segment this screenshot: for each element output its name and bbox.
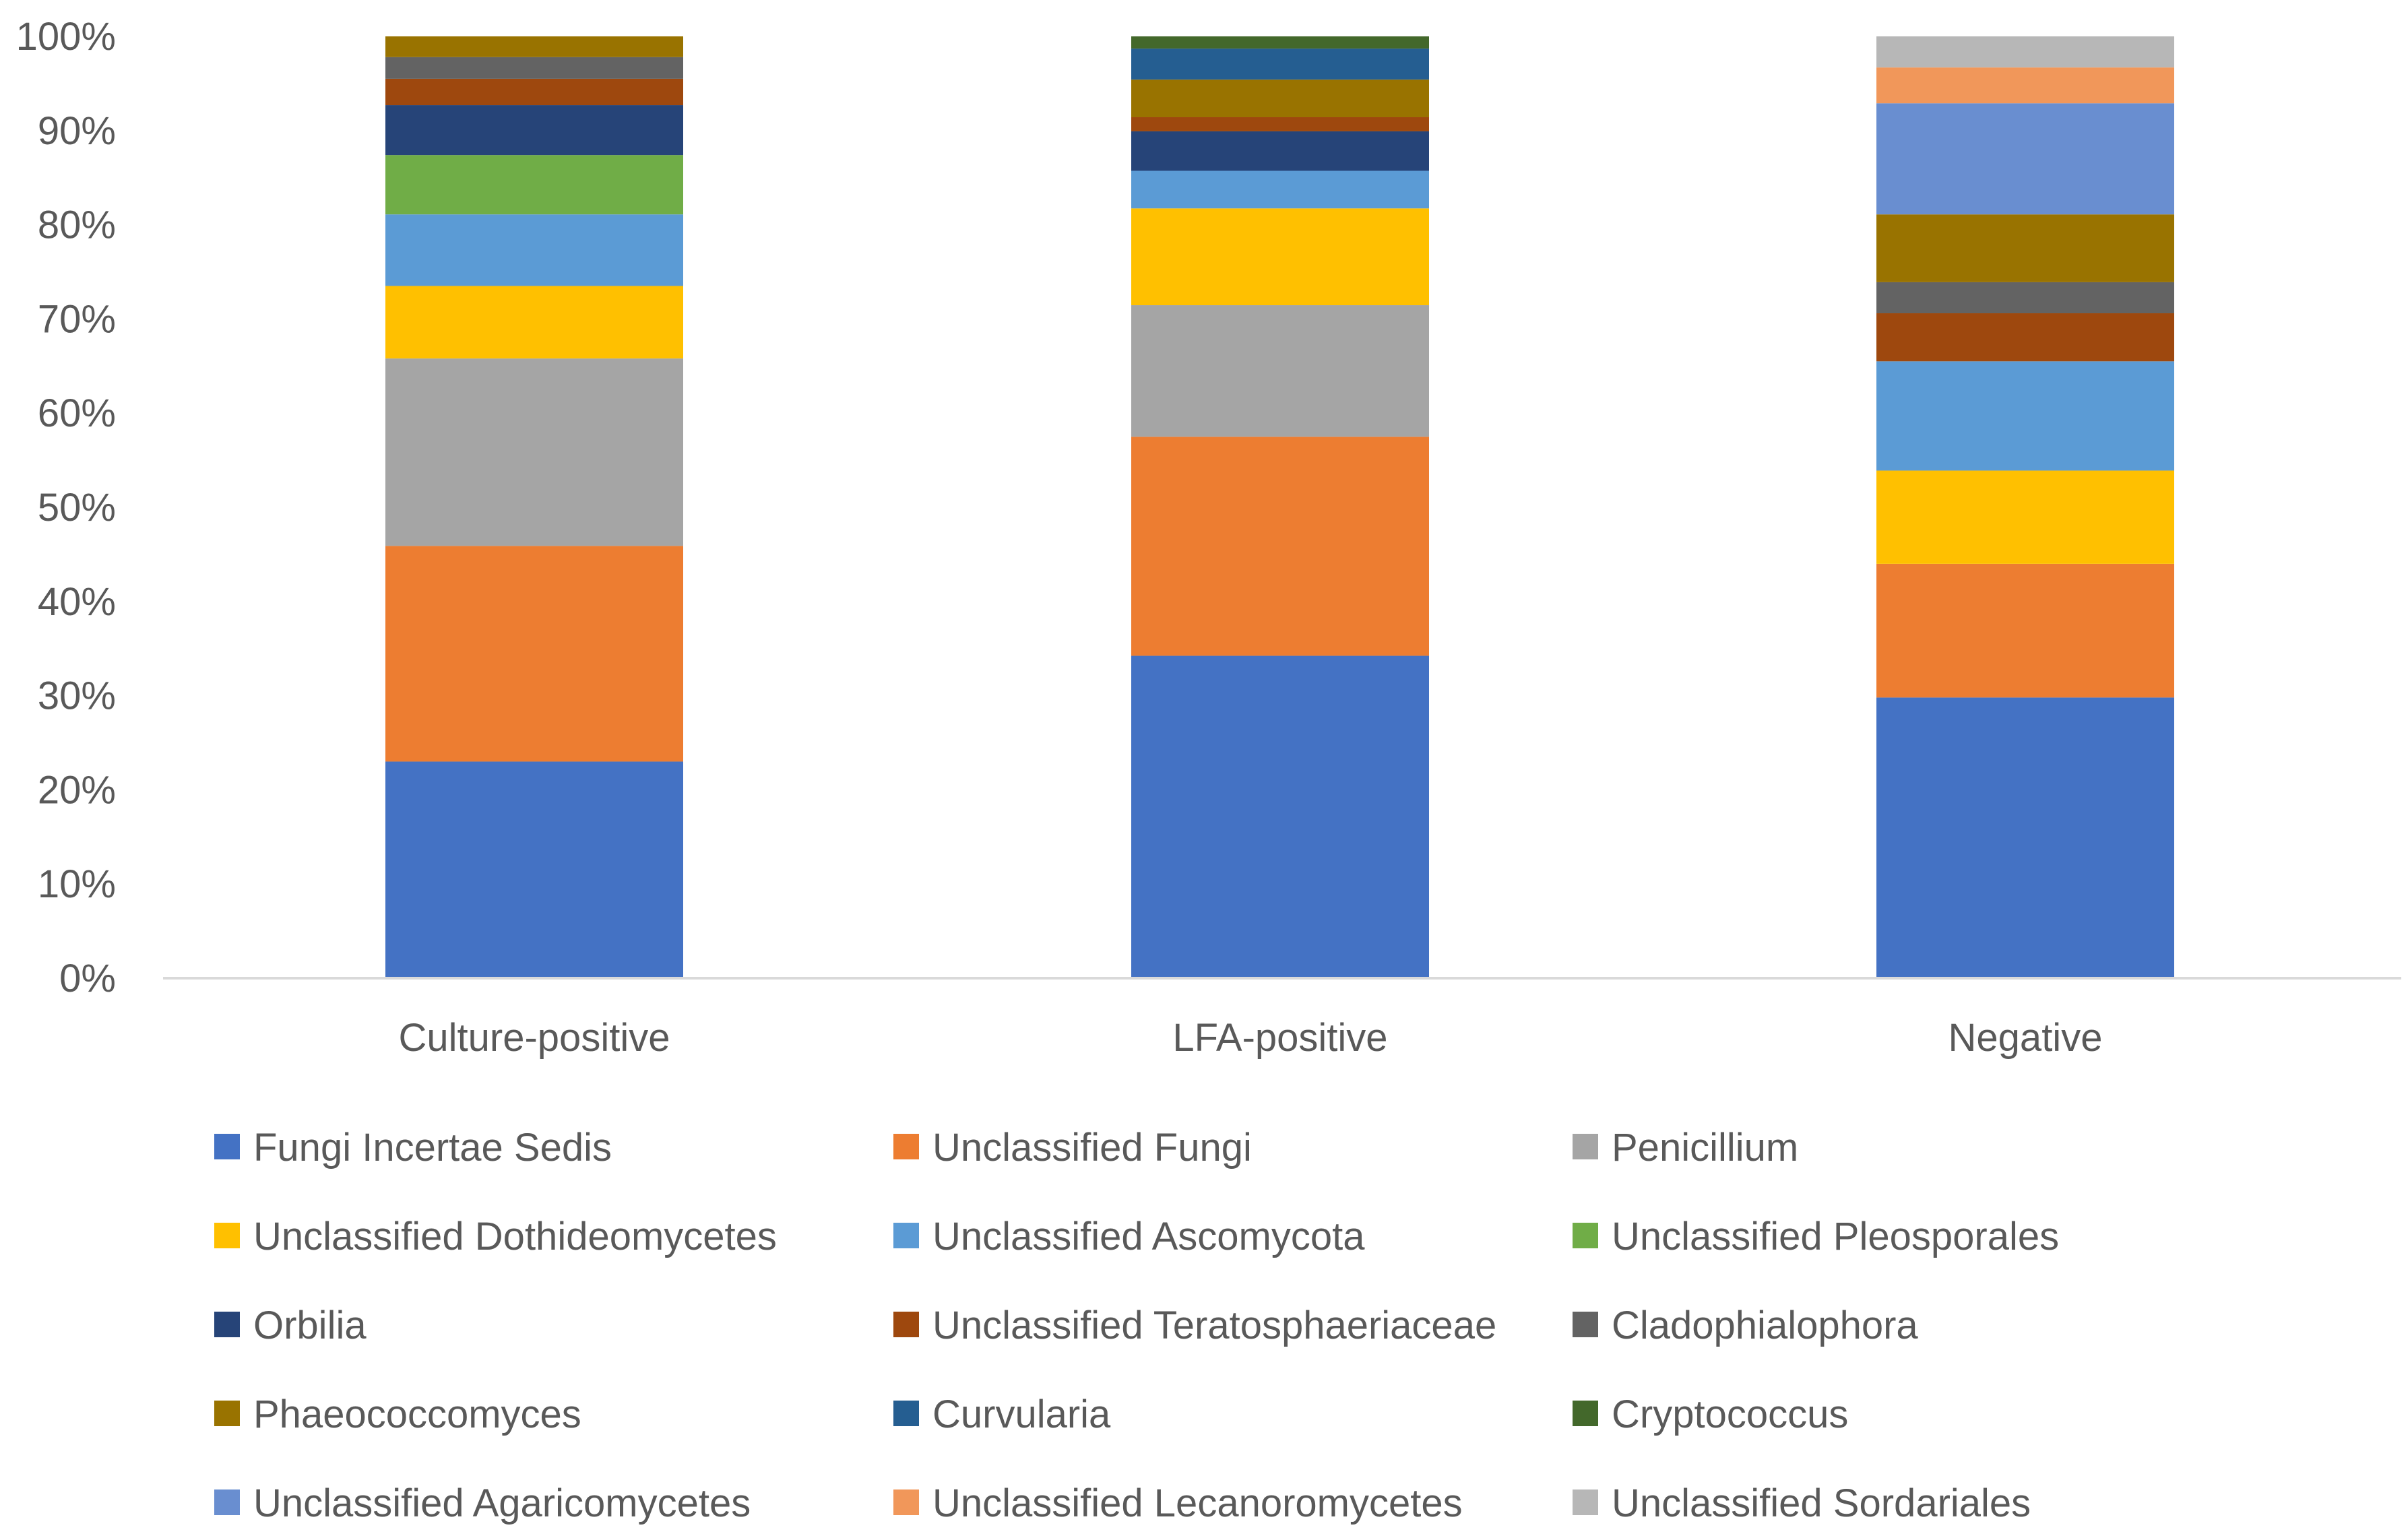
legend-label: Cryptococcus [1612, 1392, 1848, 1436]
bar-segment [1131, 49, 1429, 80]
bar-segment [385, 546, 683, 762]
legend-label: Unclassified Dothideomycetes [253, 1215, 777, 1258]
bar-segment [1876, 67, 2174, 104]
bar-segment [385, 78, 683, 106]
y-tick-label: 10% [38, 862, 116, 906]
bar-segment [1876, 563, 2174, 698]
bars [385, 36, 2174, 978]
bar-segment [1876, 36, 2174, 68]
bar-segment [1131, 170, 1429, 209]
y-axis: 0% 10% 20% 30% 40% 50% 60% 70% 80% 90% 100% [16, 15, 116, 1000]
legend-label: Unclassified Pleosporales [1612, 1215, 2059, 1258]
y-tick-label: 20% [38, 768, 116, 812]
y-tick-label: 50% [38, 486, 116, 530]
bar-segment [385, 214, 683, 286]
legend-swatch [893, 1312, 919, 1337]
bar-segment [385, 105, 683, 156]
bar-segment [1876, 313, 2174, 362]
legend-swatch [893, 1489, 919, 1515]
bar-segment [385, 286, 683, 359]
legend-swatch [214, 1401, 240, 1426]
bar-segment [385, 57, 683, 79]
legend-label: Cladophialophora [1612, 1304, 1918, 1347]
legend-swatch [214, 1312, 240, 1337]
legend-swatch [214, 1489, 240, 1515]
x-axis: Culture-positive LFA-positive Negative [399, 1016, 2103, 1060]
legend-label: Phaeococcomyces [253, 1392, 581, 1436]
legend-label: Fungi Incertae Sedis [253, 1126, 612, 1169]
y-tick-label: 100% [16, 15, 116, 59]
x-tick-label: Negative [1948, 1016, 2103, 1060]
bar-segment [1131, 131, 1429, 171]
bar-segment [1131, 117, 1429, 131]
y-tick-label: 90% [38, 109, 116, 153]
legend-swatch [893, 1401, 919, 1426]
legend-swatch [214, 1134, 240, 1159]
legend-label: Unclassified Ascomycota [932, 1215, 1365, 1258]
legend-swatch [1573, 1312, 1598, 1337]
y-tick-label: 0% [59, 957, 116, 1000]
bar-segment [385, 358, 683, 546]
bar-segment [1876, 697, 2174, 978]
legend-label: Penicillium [1612, 1126, 1798, 1169]
bar-segment [1131, 36, 1429, 49]
y-tick-label: 30% [38, 674, 116, 718]
legend-label: Unclassified Lecanoromycetes [932, 1481, 1463, 1525]
bar-segment [385, 761, 683, 978]
legend-swatch [893, 1223, 919, 1248]
bar-segment [1876, 214, 2174, 282]
legend: Fungi Incertae Sedis Unclassified Fungi Pe… [214, 1126, 2059, 1525]
y-tick-label: 80% [38, 203, 116, 247]
bar-segment [385, 155, 683, 215]
bar-segment [1876, 103, 2174, 215]
legend-swatch [214, 1223, 240, 1248]
y-tick-label: 70% [38, 297, 116, 341]
legend-label: Curvularia [932, 1392, 1111, 1436]
legend-swatch [893, 1134, 919, 1159]
legend-label: Orbilia [253, 1304, 367, 1347]
bar-segment [1131, 437, 1429, 656]
legend-label: Unclassified Teratosphaeriaceae [932, 1304, 1496, 1347]
bar-segment [1131, 305, 1429, 437]
legend-label: Unclassified Fungi [932, 1126, 1252, 1169]
x-tick-label: Culture-positive [399, 1016, 670, 1060]
bar-segment [1131, 79, 1429, 117]
bar-segment [1876, 361, 2174, 471]
bar-segment [385, 36, 683, 57]
bar-segment [1876, 470, 2174, 564]
legend-label: Unclassified Sordariales [1612, 1481, 2031, 1525]
y-tick-label: 60% [38, 391, 116, 435]
legend-swatch [1573, 1489, 1598, 1515]
legend-swatch [1573, 1401, 1598, 1426]
bar-segment [1131, 655, 1429, 978]
x-tick-label: LFA-positive [1172, 1016, 1387, 1060]
bar-segment [1876, 282, 2174, 314]
bar-segment [1131, 208, 1429, 306]
legend-swatch [1573, 1223, 1598, 1248]
y-tick-label: 40% [38, 580, 116, 624]
legend-swatch [1573, 1134, 1598, 1159]
legend-label: Unclassified Agaricomycetes [253, 1481, 751, 1525]
